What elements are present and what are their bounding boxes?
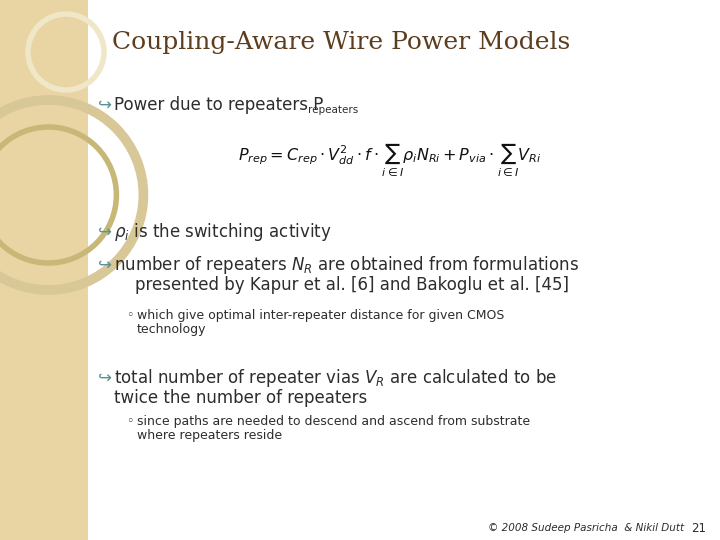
Text: ◦: ◦	[126, 309, 133, 322]
Text: technology: technology	[137, 323, 207, 336]
Text: ↪: ↪	[98, 256, 112, 274]
Text: Coupling-Aware Wire Power Models: Coupling-Aware Wire Power Models	[112, 30, 570, 53]
Text: $P_{rep} = C_{rep} \cdot V_{dd}^{2} \cdot f \cdot \sum_{i\in I}\rho_i N_{Ri} + P: $P_{rep} = C_{rep} \cdot V_{dd}^{2} \cdo…	[238, 141, 541, 178]
Text: 21: 21	[691, 522, 706, 535]
Text: total number of repeater vias $V_R$ are calculated to be: total number of repeater vias $V_R$ are …	[114, 367, 557, 389]
Bar	[0, 0, 88, 540]
Text: ↪: ↪	[98, 96, 112, 114]
Text: where repeaters reside: where repeaters reside	[137, 429, 282, 442]
Text: twice the number of repeaters: twice the number of repeaters	[114, 389, 367, 407]
Text: which give optimal inter-repeater distance for given CMOS: which give optimal inter-repeater distan…	[137, 309, 505, 322]
Text: repeaters: repeaters	[308, 105, 359, 115]
Text: ↪: ↪	[98, 369, 112, 387]
Text: ↪: ↪	[98, 223, 112, 241]
Text: Power due to repeaters P: Power due to repeaters P	[114, 96, 323, 114]
Text: since paths are needed to descend and ascend from substrate: since paths are needed to descend and as…	[137, 415, 530, 429]
Text: © 2008 Sudeep Pasricha  & Nikil Dutt: © 2008 Sudeep Pasricha & Nikil Dutt	[488, 523, 684, 533]
Text: $\rho_i$ is the switching activity: $\rho_i$ is the switching activity	[114, 221, 332, 243]
Text: ◦: ◦	[126, 415, 133, 429]
Text: number of repeaters $N_R$ are obtained from formulations: number of repeaters $N_R$ are obtained f…	[114, 254, 579, 276]
Text: presented by Kapur et al. [6] and Bakoglu et al. [45]: presented by Kapur et al. [6] and Bakogl…	[114, 276, 569, 294]
